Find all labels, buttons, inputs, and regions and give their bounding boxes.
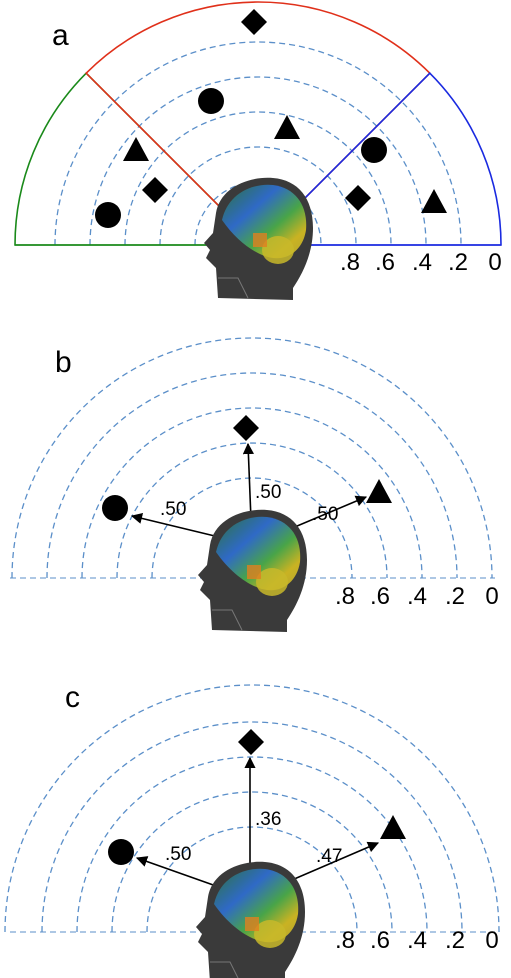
circle-marker xyxy=(198,88,224,114)
panel-label: c xyxy=(65,681,80,714)
panel-label: b xyxy=(55,346,72,379)
circle-marker xyxy=(108,839,134,865)
scale-label: .8 xyxy=(335,583,355,610)
diamond-marker xyxy=(142,177,168,203)
scale-label: .6 xyxy=(370,583,390,610)
circle-marker xyxy=(95,202,121,228)
triangle-marker xyxy=(274,115,300,139)
scale-label: .8 xyxy=(335,927,355,954)
figure: a .8 .6 .4 .2 0 b .8 .6 .4 .2 0 c .8 .6 .4 .2 0 .50 .50 .50.… xyxy=(0,0,511,978)
scale-label: .6 xyxy=(370,927,390,954)
arrow-label: .50 xyxy=(160,499,186,520)
head-image xyxy=(196,862,305,978)
scale-label: .4 xyxy=(412,249,432,276)
diamond-marker xyxy=(233,415,259,441)
scale-label: .8 xyxy=(340,249,360,276)
triangle-marker xyxy=(380,815,406,839)
arrow-label: .50 xyxy=(255,482,281,503)
scale-label: 0 xyxy=(485,927,498,954)
scale-label: 0 xyxy=(485,583,498,610)
panel-label: a xyxy=(52,19,69,52)
triangle-marker xyxy=(421,189,447,213)
scale-label: .4 xyxy=(407,927,427,954)
head-image xyxy=(204,178,313,300)
circle-marker xyxy=(361,137,387,163)
scale-label: .2 xyxy=(445,583,465,610)
arrow-label: .50 xyxy=(312,504,338,525)
scale-label: 0 xyxy=(488,249,501,276)
scale-label: .2 xyxy=(445,927,465,954)
scale-label: .6 xyxy=(375,249,395,276)
arrow-label: .47 xyxy=(316,846,342,867)
scale-label: .4 xyxy=(407,583,427,610)
triangle-marker xyxy=(366,479,392,503)
circle-marker xyxy=(102,495,128,521)
diamond-marker xyxy=(238,729,264,755)
sector xyxy=(292,73,501,245)
arrow-label: .36 xyxy=(255,809,281,830)
head-image xyxy=(198,510,307,632)
diamond-marker xyxy=(241,9,267,35)
diamond-marker xyxy=(345,185,371,211)
scale-label: .2 xyxy=(448,249,468,276)
arrow-label: .50 xyxy=(165,844,191,865)
